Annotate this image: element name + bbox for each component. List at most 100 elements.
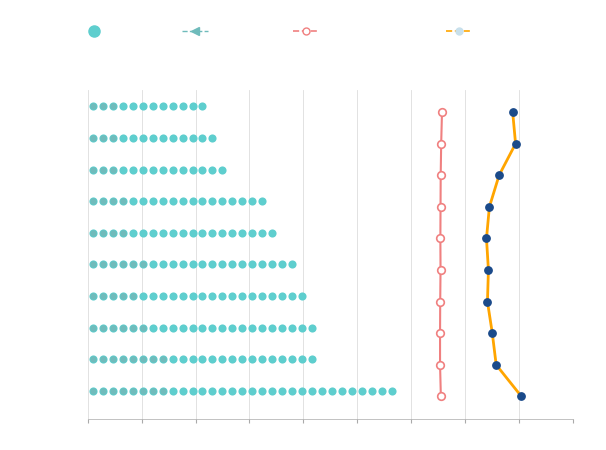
Point bbox=[118, 387, 128, 394]
Point bbox=[168, 324, 178, 331]
Point bbox=[436, 393, 445, 400]
Point bbox=[247, 387, 257, 394]
Point bbox=[108, 292, 118, 300]
Point bbox=[108, 229, 118, 236]
Point bbox=[218, 229, 227, 236]
Point bbox=[168, 103, 178, 110]
Point bbox=[148, 166, 158, 173]
Point bbox=[108, 103, 118, 110]
Point bbox=[118, 292, 128, 300]
Point bbox=[98, 387, 108, 394]
Point bbox=[158, 292, 167, 300]
Point bbox=[267, 292, 277, 300]
Point bbox=[108, 103, 118, 110]
Point bbox=[278, 387, 287, 394]
Point bbox=[148, 387, 158, 394]
Point bbox=[218, 324, 227, 331]
Point bbox=[88, 166, 98, 173]
Point bbox=[238, 387, 247, 394]
Point bbox=[118, 292, 128, 300]
Point bbox=[188, 229, 198, 236]
Point bbox=[118, 356, 128, 363]
Point bbox=[148, 135, 158, 142]
Point bbox=[168, 356, 178, 363]
Point bbox=[258, 198, 267, 205]
Point bbox=[98, 229, 108, 236]
Point bbox=[298, 292, 307, 300]
Point bbox=[138, 356, 147, 363]
Point bbox=[98, 198, 108, 205]
Point bbox=[88, 135, 98, 142]
Point bbox=[435, 298, 445, 305]
Point bbox=[178, 103, 187, 110]
Point bbox=[208, 135, 218, 142]
Point bbox=[118, 229, 128, 236]
Point bbox=[178, 324, 187, 331]
Point bbox=[198, 103, 207, 110]
Point bbox=[485, 203, 494, 211]
Point bbox=[168, 229, 178, 236]
Point bbox=[88, 103, 98, 110]
Point bbox=[208, 292, 218, 300]
Point bbox=[484, 266, 493, 274]
Point bbox=[148, 356, 158, 363]
Point bbox=[98, 261, 108, 268]
Point bbox=[118, 261, 128, 268]
Point bbox=[218, 198, 227, 205]
Point bbox=[218, 387, 227, 394]
Point bbox=[88, 324, 98, 331]
Point bbox=[188, 166, 198, 173]
Point bbox=[158, 356, 167, 363]
Point bbox=[178, 135, 187, 142]
Point bbox=[88, 166, 98, 173]
Point bbox=[435, 361, 445, 369]
Point bbox=[247, 198, 257, 205]
Point bbox=[307, 387, 317, 394]
Point bbox=[327, 387, 337, 394]
Point bbox=[108, 198, 118, 205]
Point bbox=[158, 198, 167, 205]
Point bbox=[88, 198, 98, 205]
Point bbox=[188, 135, 198, 142]
Point bbox=[128, 229, 138, 236]
Point bbox=[118, 198, 128, 205]
Point bbox=[298, 324, 307, 331]
Point bbox=[88, 229, 98, 236]
Point bbox=[98, 198, 108, 205]
Point bbox=[377, 387, 387, 394]
Point bbox=[247, 229, 257, 236]
Point bbox=[118, 135, 128, 142]
Point bbox=[98, 324, 108, 331]
Point bbox=[158, 387, 167, 394]
Point bbox=[238, 324, 247, 331]
Point bbox=[148, 198, 158, 205]
Point bbox=[508, 108, 518, 116]
Point bbox=[198, 387, 207, 394]
Point bbox=[227, 261, 237, 268]
Point bbox=[227, 387, 237, 394]
Point bbox=[198, 166, 207, 173]
Point bbox=[227, 324, 237, 331]
Point bbox=[357, 387, 367, 394]
Point bbox=[178, 292, 187, 300]
Point bbox=[118, 229, 128, 236]
Point bbox=[108, 261, 118, 268]
Point bbox=[491, 361, 501, 369]
Point bbox=[128, 387, 138, 394]
Point bbox=[218, 292, 227, 300]
Point bbox=[118, 198, 128, 205]
Point bbox=[138, 261, 147, 268]
Point bbox=[98, 135, 108, 142]
Point bbox=[168, 135, 178, 142]
Point bbox=[337, 387, 347, 394]
Point bbox=[138, 356, 147, 363]
Point bbox=[138, 135, 147, 142]
Point bbox=[435, 329, 445, 337]
Point bbox=[148, 356, 158, 363]
Point bbox=[98, 166, 108, 173]
Point bbox=[487, 329, 497, 337]
Point bbox=[208, 387, 218, 394]
Point bbox=[178, 166, 187, 173]
Point bbox=[98, 166, 108, 173]
Point bbox=[108, 324, 118, 331]
